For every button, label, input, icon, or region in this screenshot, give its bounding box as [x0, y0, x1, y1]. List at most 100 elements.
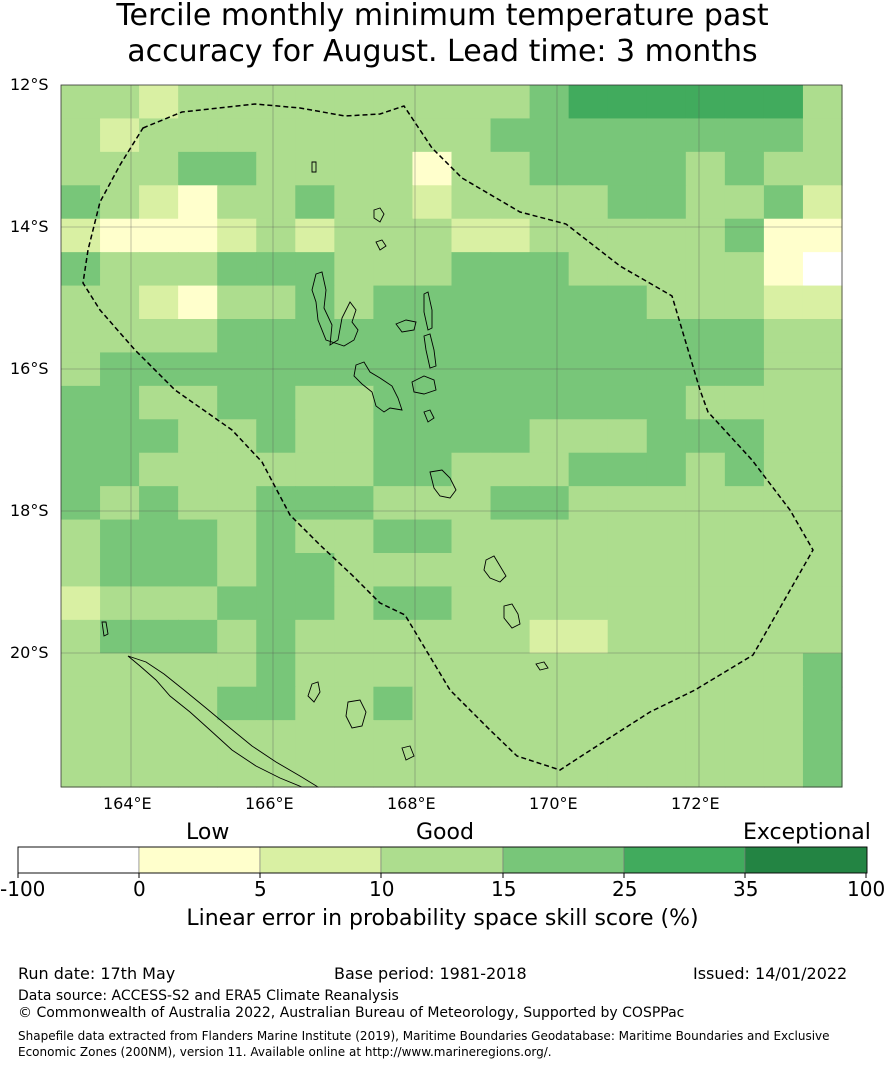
grid-cell: [139, 519, 179, 554]
grid-cell: [217, 686, 257, 721]
grid-cell: [373, 519, 414, 554]
grid-cell: [295, 619, 335, 654]
grid-cell: [100, 85, 140, 120]
grid-cell: [61, 252, 101, 287]
grid-cell: [451, 720, 492, 755]
grid-cell: [646, 720, 687, 755]
grid-cell: [568, 285, 609, 320]
grid-cell: [763, 85, 804, 120]
grid-cell: [295, 118, 335, 153]
grid-cell: [61, 151, 101, 186]
grid-cell: [61, 319, 101, 354]
colorbar-segment: [138, 846, 261, 874]
grid-cell: [490, 218, 531, 253]
grid-cell: [607, 720, 648, 755]
grid-cell: [100, 686, 140, 721]
grid-cell: [178, 385, 218, 420]
grid-cell: [529, 720, 570, 755]
grid-cell: [178, 118, 218, 153]
grid-cell: [568, 218, 609, 253]
grid-cell: [568, 720, 609, 755]
grid-cell: [178, 519, 218, 554]
grid-cell: [490, 319, 531, 354]
grid-cell: [685, 619, 726, 654]
colorbar-tick-label: 100: [847, 877, 885, 901]
grid-cell: [763, 653, 804, 688]
grid-cell: [100, 118, 140, 153]
grid-cell: [217, 753, 257, 788]
grid-cell: [373, 252, 414, 287]
grid-cell: [334, 385, 374, 420]
grid-cell: [451, 586, 492, 621]
grid-cell: [529, 218, 570, 253]
grid-cell: [256, 452, 296, 487]
grid-cell: [802, 285, 843, 320]
grid-cell: [646, 452, 687, 487]
grid-cell: [607, 619, 648, 654]
grid-cell: [217, 586, 257, 621]
grid-cell: [295, 319, 335, 354]
grid-cell: [685, 218, 726, 253]
grid-cell: [61, 753, 101, 788]
colorbar-segment: [17, 846, 140, 874]
grid-cell: [256, 352, 296, 387]
grid-cell: [685, 452, 726, 487]
grid-cell: [217, 720, 257, 755]
grid-cell: [568, 151, 609, 186]
grid-cell: [685, 352, 726, 387]
grid-cell: [685, 419, 726, 454]
grid-cell: [607, 118, 648, 153]
copyright: © Commonwealth of Australia 2022, Austra…: [18, 1005, 685, 1021]
grid-cell: [802, 385, 843, 420]
grid-cell: [373, 385, 414, 420]
grid-cell: [529, 85, 570, 120]
grid-cell: [217, 653, 257, 688]
grid-cell: [646, 419, 687, 454]
grid-cell: [529, 285, 570, 320]
grid-cell: [607, 486, 648, 521]
lon-label: 164°E: [103, 794, 152, 813]
aneityum-island: [535, 661, 549, 671]
colorbar-label: Linear error in probability space skill …: [186, 906, 699, 931]
grid-cell: [334, 151, 374, 186]
grid-cell: [763, 519, 804, 554]
grid-cell: [178, 352, 218, 387]
grid-cell: [646, 285, 687, 320]
grid-cell: [334, 586, 374, 621]
grid-cell: [139, 252, 179, 287]
grid-cell: [373, 352, 414, 387]
grid-cell: [295, 486, 335, 521]
espiritu-santo-island: [311, 271, 359, 347]
grid-cell: [451, 118, 492, 153]
grid-cell: [373, 720, 414, 755]
grid-cell: [685, 653, 726, 688]
grid-cell: [178, 218, 218, 253]
colorbar-segment: [502, 846, 625, 874]
grid-cell: [334, 352, 374, 387]
banks-island-large: [373, 207, 385, 223]
grid-cell: [568, 619, 609, 654]
colorbar-tick-label: 25: [612, 877, 638, 901]
grid-cell: [568, 352, 609, 387]
grid-cell: [100, 486, 140, 521]
grid-cell: [646, 486, 687, 521]
grid-cell: [295, 218, 335, 253]
colorbar-frame: [17, 846, 868, 874]
pentecost-island: [423, 291, 433, 331]
grid-cell: [490, 486, 531, 521]
grid-cell: [802, 753, 843, 788]
grid-cell: [256, 85, 296, 120]
colorbar-segment: [380, 846, 504, 874]
grid-cell: [139, 486, 179, 521]
grid-cell: [568, 452, 609, 487]
grid-cell: [724, 419, 765, 454]
lat-label: 16°S: [10, 359, 49, 378]
grid-cell: [529, 419, 570, 454]
grid-cell: [763, 285, 804, 320]
grid-cell: [607, 452, 648, 487]
map-title-line-1: Tercile monthly minimum temperature past: [116, 0, 769, 33]
grid-cell: [529, 452, 570, 487]
grid-cell: [61, 385, 101, 420]
grid-cell: [178, 553, 218, 588]
